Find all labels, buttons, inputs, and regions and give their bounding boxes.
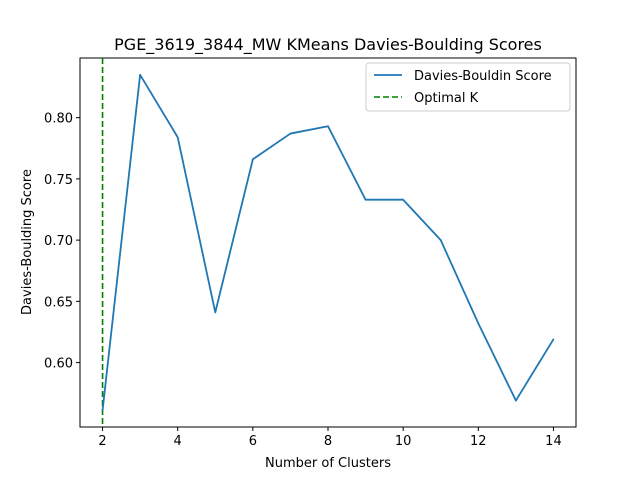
x-axis-title: Number of Clusters: [265, 456, 391, 471]
x-tick-label: 2: [98, 434, 106, 449]
legend-series-label: Davies-Bouldin Score: [414, 69, 552, 84]
data-point: [214, 311, 217, 314]
data-point: [252, 158, 254, 161]
y-tick-label: 0.80: [44, 112, 73, 127]
data-points: [101, 73, 555, 412]
y-axis-title: Davies-Boulding Score: [20, 169, 35, 315]
y-tick-label: 0.65: [44, 295, 73, 310]
data-point: [402, 198, 404, 201]
chart-title: PGE_3619_3844_MW KMeans Davies-Boulding …: [114, 35, 542, 55]
data-point: [439, 239, 442, 241]
y-tick-label: 0.70: [44, 234, 73, 249]
x-tick-label: 12: [470, 434, 487, 449]
x-tick-label: 14: [545, 434, 562, 449]
y-tick-label: 0.75: [44, 173, 73, 188]
data-point: [101, 409, 104, 412]
x-axis: 2 4 6 8 10 12 14: [98, 427, 562, 449]
data-point: [139, 73, 141, 76]
x-tick-label: 8: [324, 434, 332, 449]
data-point: [515, 399, 517, 402]
series-line: [101, 73, 555, 411]
data-point: [289, 132, 292, 135]
x-tick-label: 4: [174, 434, 182, 449]
x-tick-label: 6: [249, 434, 257, 449]
data-point: [364, 198, 367, 201]
data-point: [327, 125, 329, 128]
data-point: [176, 136, 179, 139]
legend: Davies-Bouldin Score Optimal K: [365, 62, 571, 112]
data-point: [552, 338, 555, 341]
legend-optimal-label: Optimal K: [414, 91, 479, 106]
data-point: [477, 322, 480, 325]
x-tick-label: 10: [395, 434, 412, 449]
y-axis: 0.60 0.65 0.70 0.75 0.80: [44, 112, 80, 372]
legend-box: [365, 62, 571, 112]
y-tick-label: 0.60: [44, 357, 73, 372]
